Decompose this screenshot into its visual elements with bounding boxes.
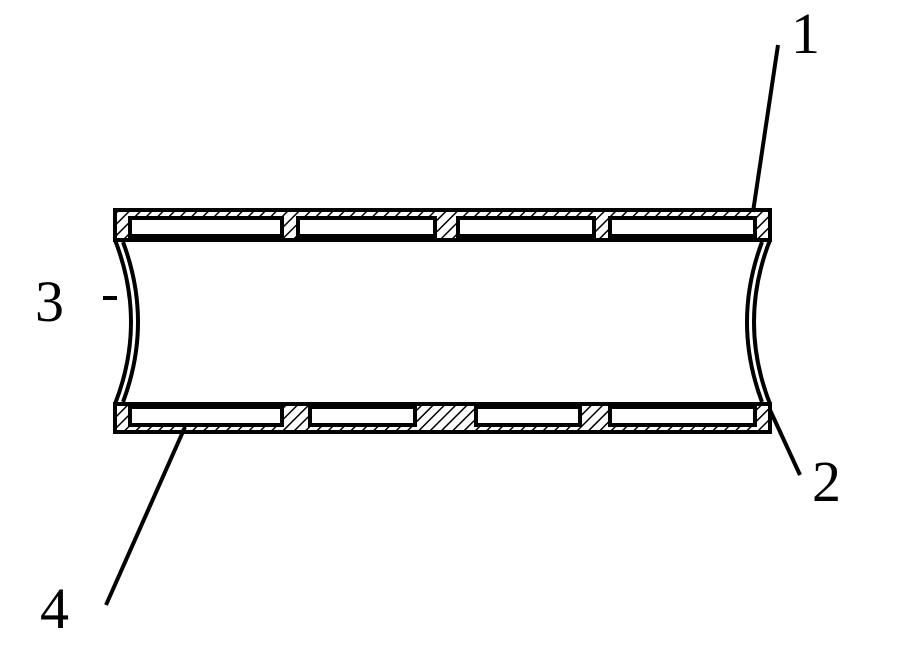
label-4: 4 [40, 575, 69, 642]
top-slot-4 [610, 218, 755, 236]
top-slot-1 [130, 218, 282, 236]
leader-4 [106, 427, 185, 605]
bottom-slot-2 [310, 407, 415, 425]
bottom-slot-1 [130, 407, 282, 425]
label-1: 1 [791, 0, 820, 67]
leader-1 [753, 45, 778, 212]
top-slot-2 [298, 218, 435, 236]
bottom-slot-4 [610, 407, 755, 425]
leader-2 [770, 410, 800, 475]
top-slot-3 [458, 218, 594, 236]
label-3: 3 [35, 268, 64, 335]
technical-drawing [0, 0, 907, 643]
diagram-canvas: 1 2 3 4 [0, 0, 907, 643]
label-2: 2 [812, 448, 841, 515]
bottom-slot-3 [476, 407, 580, 425]
